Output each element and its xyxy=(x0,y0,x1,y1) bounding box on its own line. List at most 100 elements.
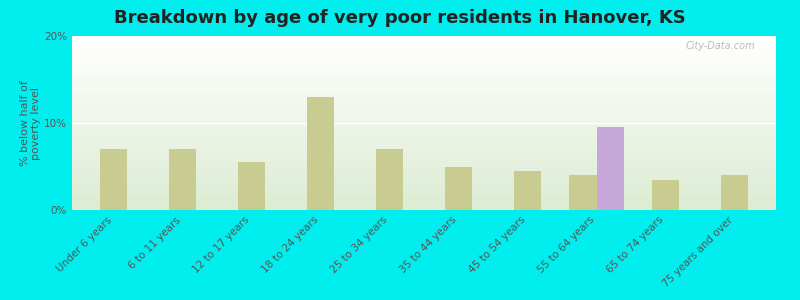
Bar xyxy=(72,189,776,190)
Bar xyxy=(72,86,776,87)
Bar xyxy=(72,73,776,74)
Bar xyxy=(72,97,776,98)
Bar xyxy=(72,44,776,45)
Bar xyxy=(72,55,776,56)
Bar xyxy=(72,172,776,173)
Bar xyxy=(72,42,776,43)
Bar xyxy=(72,38,776,39)
Bar xyxy=(72,160,776,161)
Bar xyxy=(72,162,776,163)
Bar xyxy=(72,72,776,73)
Bar xyxy=(72,105,776,106)
Bar xyxy=(72,161,776,162)
Bar xyxy=(376,149,403,210)
Bar xyxy=(72,69,776,70)
Bar xyxy=(72,141,776,142)
Bar xyxy=(72,114,776,115)
Bar xyxy=(72,43,776,44)
Bar xyxy=(72,146,776,147)
Bar xyxy=(72,144,776,145)
Bar xyxy=(72,140,776,141)
Bar xyxy=(72,115,776,116)
Bar xyxy=(72,116,776,117)
Bar xyxy=(72,49,776,50)
Bar xyxy=(72,82,776,83)
Bar xyxy=(72,177,776,178)
Bar xyxy=(72,102,776,103)
Bar xyxy=(72,83,776,84)
Bar xyxy=(72,199,776,200)
Bar xyxy=(72,142,776,143)
Bar xyxy=(72,77,776,78)
Bar xyxy=(597,127,624,210)
Bar xyxy=(72,187,776,188)
Bar xyxy=(72,202,776,203)
Bar xyxy=(72,50,776,51)
Bar xyxy=(72,59,776,60)
Bar xyxy=(72,66,776,67)
Bar xyxy=(72,179,776,180)
Bar xyxy=(72,153,776,154)
Bar xyxy=(72,57,776,58)
Bar xyxy=(569,175,597,210)
Bar xyxy=(72,182,776,183)
Bar xyxy=(72,79,776,80)
Bar xyxy=(72,54,776,55)
Bar xyxy=(72,47,776,48)
Bar xyxy=(72,165,776,166)
Bar xyxy=(72,196,776,197)
Bar xyxy=(72,108,776,109)
Bar xyxy=(72,132,776,133)
Bar xyxy=(72,85,776,86)
Bar xyxy=(72,98,776,99)
Bar xyxy=(72,176,776,177)
Bar xyxy=(72,206,776,207)
Bar xyxy=(72,163,776,164)
Bar xyxy=(72,107,776,108)
Bar xyxy=(72,121,776,122)
Bar xyxy=(72,130,776,131)
Bar xyxy=(72,158,776,159)
Bar xyxy=(72,95,776,96)
Bar xyxy=(72,173,776,174)
Bar xyxy=(72,110,776,111)
Bar xyxy=(72,41,776,42)
Bar xyxy=(72,122,776,123)
Bar xyxy=(72,131,776,132)
Bar xyxy=(72,164,776,165)
Bar xyxy=(72,106,776,107)
Bar xyxy=(72,195,776,196)
Bar xyxy=(72,68,776,69)
Bar xyxy=(72,178,776,179)
Bar xyxy=(72,170,776,171)
Bar xyxy=(72,154,776,155)
Bar xyxy=(72,67,776,68)
Bar xyxy=(72,91,776,92)
Bar xyxy=(72,76,776,77)
Bar xyxy=(72,71,776,72)
Bar xyxy=(72,39,776,40)
Bar xyxy=(72,99,776,100)
Bar xyxy=(72,145,776,146)
Bar xyxy=(72,159,776,160)
Bar xyxy=(72,133,776,134)
Bar xyxy=(72,129,776,130)
Bar xyxy=(72,167,776,168)
Bar xyxy=(72,87,776,88)
Bar xyxy=(721,175,748,210)
Bar xyxy=(72,90,776,91)
Bar xyxy=(72,93,776,94)
Bar xyxy=(72,62,776,63)
Bar xyxy=(72,209,776,210)
Bar xyxy=(72,78,776,79)
Bar xyxy=(72,58,776,59)
Bar xyxy=(72,100,776,101)
Bar xyxy=(72,46,776,47)
Bar xyxy=(72,160,776,161)
Text: City-Data.com: City-Data.com xyxy=(686,41,755,51)
Bar xyxy=(72,92,776,93)
Bar xyxy=(72,150,776,151)
Bar xyxy=(72,204,776,205)
Bar xyxy=(72,203,776,204)
Bar xyxy=(72,94,776,95)
